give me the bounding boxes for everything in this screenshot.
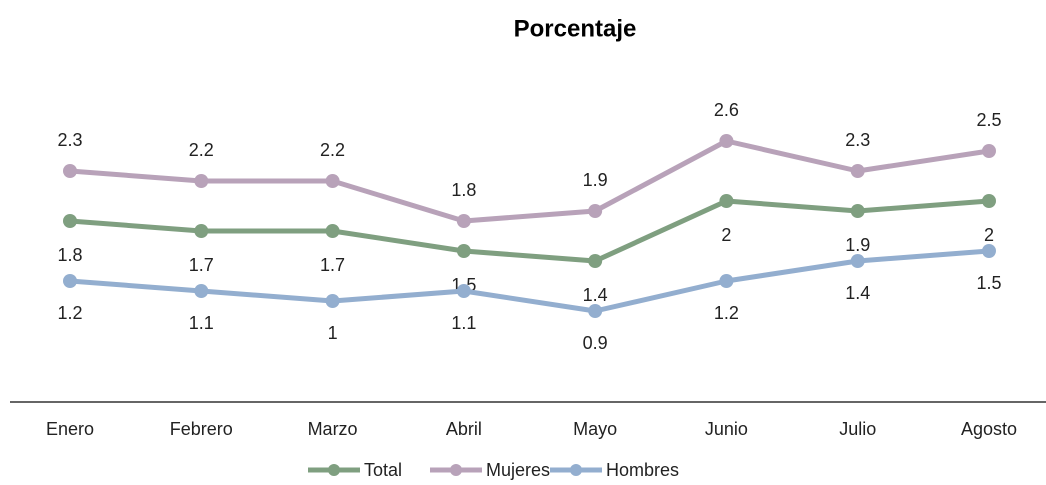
x-tick-label: Agosto <box>961 419 1017 439</box>
point <box>588 304 603 318</box>
point <box>325 224 340 238</box>
point <box>63 164 77 178</box>
data-label: 2.5 <box>976 110 1001 130</box>
point <box>63 274 77 288</box>
series-line <box>69 198 990 264</box>
x-tick-label: Febrero <box>170 419 233 439</box>
point <box>63 214 77 228</box>
data-label: 2.3 <box>57 130 82 150</box>
x-tick-label: Enero <box>46 419 94 439</box>
data-label: 1.4 <box>583 285 608 305</box>
data-label: 2 <box>721 225 731 245</box>
point <box>719 274 734 288</box>
point <box>982 244 996 258</box>
data-label: 2.6 <box>714 100 739 120</box>
legend-label: Hombres <box>606 460 679 480</box>
point <box>850 204 865 218</box>
point <box>325 174 340 188</box>
legend-marker <box>450 464 462 476</box>
point <box>850 164 865 178</box>
data-label: 1.9 <box>583 170 608 190</box>
data-label: 1.7 <box>189 255 214 275</box>
x-tick-label: Marzo <box>308 419 358 439</box>
point <box>456 284 471 298</box>
point <box>456 214 471 228</box>
point <box>850 254 865 268</box>
x-tick-label: Junio <box>705 419 748 439</box>
data-label: 2.2 <box>189 140 214 160</box>
point <box>194 284 209 298</box>
data-label: 1.1 <box>189 313 214 333</box>
data-label: 1.8 <box>451 180 476 200</box>
legend-marker <box>328 464 340 476</box>
data-label: 0.9 <box>583 333 608 353</box>
point <box>588 254 603 268</box>
legend-marker <box>570 464 582 476</box>
chart-title: Porcentaje <box>514 15 637 42</box>
data-label: 2.3 <box>845 130 870 150</box>
point <box>194 224 209 238</box>
point <box>325 294 340 308</box>
series-line <box>69 248 990 314</box>
data-label: 1.9 <box>845 235 870 255</box>
point <box>719 134 734 148</box>
point <box>719 194 734 208</box>
legend-label: Total <box>364 460 402 480</box>
x-tick-label: Julio <box>839 419 876 439</box>
series-line <box>69 138 990 224</box>
data-label: 1.2 <box>57 303 82 323</box>
legend-label: Mujeres <box>486 460 550 480</box>
point <box>194 174 209 188</box>
point <box>588 204 603 218</box>
point <box>456 244 471 258</box>
data-label: 1.4 <box>845 283 870 303</box>
data-label: 1.7 <box>320 255 345 275</box>
data-label: 2 <box>984 225 994 245</box>
data-label: 1.1 <box>451 313 476 333</box>
data-label: 2.2 <box>320 140 345 160</box>
data-label: 1.8 <box>57 245 82 265</box>
x-tick-label: Mayo <box>573 419 617 439</box>
data-label: 1.5 <box>976 273 1001 293</box>
point <box>982 144 996 158</box>
point <box>982 194 996 208</box>
data-label: 1 <box>328 323 338 343</box>
data-label: 1.2 <box>714 303 739 323</box>
x-tick-label: Abril <box>446 419 482 439</box>
